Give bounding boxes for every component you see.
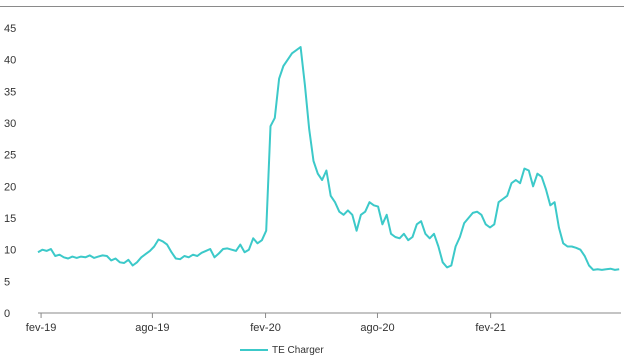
legend: TE Charger <box>240 345 324 355</box>
x-tick-label: ago-20 <box>360 322 394 334</box>
x-tick-label: ago-19 <box>135 322 169 334</box>
y-tick-label: 45 <box>4 23 16 35</box>
y-tick-label: 0 <box>4 308 10 320</box>
series-line <box>37 46 620 271</box>
top-divider <box>0 6 624 7</box>
y-tick-label: 30 <box>4 118 16 130</box>
series-layer <box>37 46 620 271</box>
y-tick-label: 10 <box>4 245 16 257</box>
y-tick-label: 35 <box>4 86 16 98</box>
y-tick-label: 5 <box>4 276 10 288</box>
y-axis: 0 5 10 15 20 25 30 35 40 45 <box>4 23 16 320</box>
y-tick-label: 15 <box>4 213 16 225</box>
x-axis: fev-19 ago-19 fev-20 ago-20 fev-21 <box>26 312 621 334</box>
y-tick-label: 20 <box>4 181 16 193</box>
x-tick-label: fev-21 <box>475 322 506 334</box>
legend-label: TE Charger <box>272 345 324 355</box>
x-tick-label: fev-20 <box>250 322 281 334</box>
x-tick-label: fev-19 <box>26 322 57 334</box>
y-tick-label: 40 <box>4 55 16 67</box>
y-tick-label: 25 <box>4 150 16 162</box>
